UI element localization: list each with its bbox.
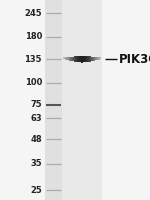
Text: 100: 100 <box>25 78 42 87</box>
Text: 245: 245 <box>24 9 42 18</box>
Text: 48: 48 <box>30 135 42 144</box>
Text: 63: 63 <box>30 114 42 123</box>
Text: 135: 135 <box>24 55 42 64</box>
Text: PIK3CA: PIK3CA <box>118 53 150 66</box>
Bar <box>62 0 102 200</box>
Text: 35: 35 <box>30 159 42 168</box>
Text: 180: 180 <box>25 32 42 41</box>
Text: 75: 75 <box>30 100 42 109</box>
Bar <box>45 0 62 200</box>
Text: 25: 25 <box>30 186 42 195</box>
